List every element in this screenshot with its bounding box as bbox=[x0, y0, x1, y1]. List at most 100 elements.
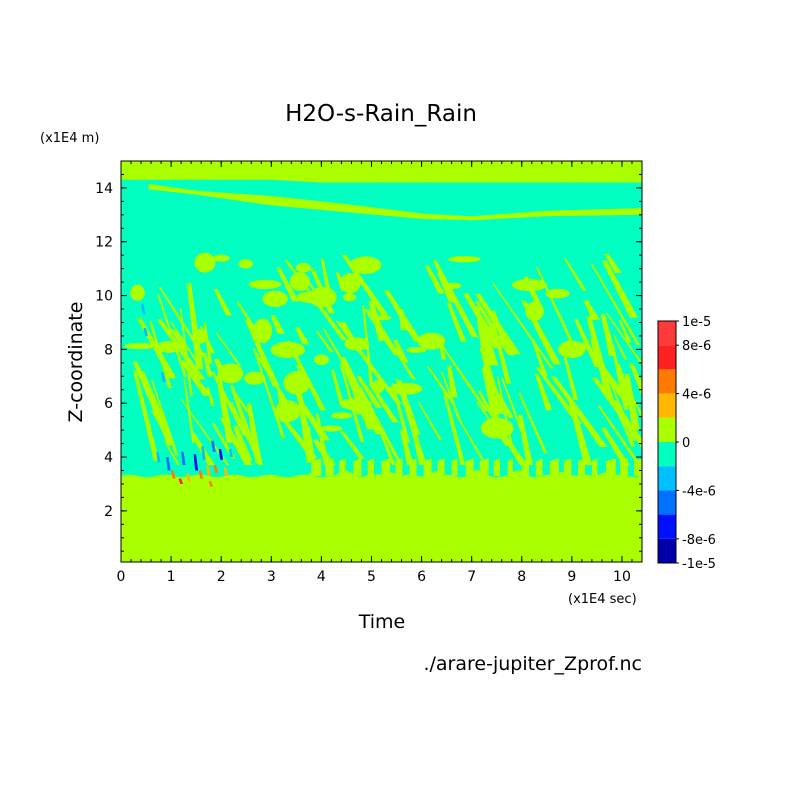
colorbar-band bbox=[658, 490, 676, 515]
blob bbox=[275, 400, 301, 422]
streak bbox=[551, 376, 608, 447]
blob bbox=[253, 318, 273, 343]
colorbar-band bbox=[658, 369, 676, 394]
extreme-patch bbox=[208, 481, 214, 487]
streak bbox=[312, 439, 336, 466]
streak bbox=[462, 293, 503, 349]
bump bbox=[451, 458, 458, 476]
streak bbox=[601, 260, 638, 318]
blob bbox=[349, 256, 382, 274]
extreme-patch bbox=[178, 478, 184, 484]
colorbar-tick-label: 1e-5 bbox=[682, 315, 711, 330]
colorbar-band bbox=[658, 442, 676, 467]
streak bbox=[442, 391, 466, 466]
blob bbox=[124, 342, 156, 350]
streak bbox=[150, 410, 171, 433]
streak bbox=[590, 338, 605, 365]
colorbar-band bbox=[658, 514, 676, 539]
streak bbox=[339, 430, 365, 459]
streak bbox=[563, 357, 579, 400]
streak bbox=[614, 400, 642, 446]
x-tick-label: 6 bbox=[417, 569, 426, 585]
x-tick-label: 3 bbox=[267, 569, 276, 585]
plot-area bbox=[121, 161, 642, 562]
streak bbox=[534, 374, 553, 411]
streak bbox=[482, 331, 499, 366]
streak bbox=[299, 404, 331, 441]
blob bbox=[194, 252, 216, 273]
colorbar-tick-label: -4e-6 bbox=[682, 484, 716, 499]
streak bbox=[247, 439, 264, 466]
colorbar-band bbox=[658, 538, 676, 563]
streak bbox=[563, 258, 587, 291]
streak bbox=[216, 375, 235, 443]
streak bbox=[441, 372, 462, 421]
bump bbox=[605, 458, 616, 476]
streak bbox=[475, 293, 521, 355]
streak bbox=[219, 417, 253, 466]
y-tick-label: 2 bbox=[104, 504, 113, 520]
streak bbox=[206, 387, 215, 406]
colorbar-tick-label: 4e-6 bbox=[682, 388, 711, 403]
streak bbox=[246, 403, 263, 464]
streak bbox=[368, 383, 399, 423]
x-tick-label: 4 bbox=[317, 569, 326, 585]
streak bbox=[615, 363, 638, 417]
bump bbox=[395, 458, 403, 476]
streak bbox=[611, 344, 629, 410]
blob bbox=[319, 425, 343, 432]
streak bbox=[294, 327, 310, 345]
streak bbox=[306, 426, 316, 463]
streak bbox=[371, 410, 396, 466]
bump bbox=[521, 458, 529, 476]
blob bbox=[244, 371, 266, 385]
streak bbox=[203, 352, 213, 377]
blob bbox=[371, 380, 385, 394]
region-upper-band bbox=[148, 183, 642, 221]
blob bbox=[130, 284, 145, 301]
y-tick-label: 8 bbox=[104, 342, 113, 358]
streak bbox=[518, 392, 548, 454]
blob bbox=[296, 291, 329, 304]
x-tick-label: 1 bbox=[167, 569, 176, 585]
extreme-patch bbox=[186, 473, 191, 482]
streak bbox=[612, 334, 628, 360]
bump bbox=[493, 458, 500, 476]
colorbar-tick-label: -8e-6 bbox=[682, 533, 716, 548]
extreme-patch bbox=[223, 467, 229, 476]
colorbar-tick-label: 8e-6 bbox=[682, 339, 711, 354]
streak bbox=[321, 258, 331, 291]
blob bbox=[156, 340, 180, 353]
blob bbox=[448, 255, 481, 263]
streak bbox=[244, 319, 280, 387]
streak bbox=[151, 379, 179, 456]
streak bbox=[393, 339, 409, 363]
streak bbox=[583, 300, 601, 320]
chart-title: H2O-s-Rain_Rain bbox=[285, 101, 477, 127]
extreme-patch bbox=[211, 440, 216, 452]
bump bbox=[311, 458, 322, 476]
y-axis-label: Z-coordinate bbox=[65, 302, 87, 423]
colorbar: 1e-5 8e-6 4e-6 0 -4e-6 -8e-6 -1e-5 bbox=[657, 315, 716, 572]
extreme-patch bbox=[193, 454, 199, 471]
streak bbox=[605, 313, 642, 366]
y-tick-label: 14 bbox=[95, 181, 113, 197]
streak bbox=[170, 321, 203, 370]
blob bbox=[343, 293, 356, 302]
blob bbox=[212, 254, 230, 262]
streak bbox=[179, 360, 212, 396]
streak bbox=[424, 265, 445, 294]
bump bbox=[507, 458, 513, 476]
streak bbox=[477, 391, 500, 424]
extreme-patch bbox=[228, 449, 234, 457]
blob bbox=[340, 272, 361, 294]
blob bbox=[238, 259, 254, 269]
streak bbox=[590, 263, 641, 346]
bump bbox=[563, 458, 572, 476]
streak bbox=[618, 320, 632, 343]
x-tick-label: 8 bbox=[517, 569, 526, 585]
streak bbox=[215, 332, 242, 366]
blob bbox=[511, 278, 547, 292]
source-file-label: ./arare-jupiter_Zprof.nc bbox=[423, 653, 642, 675]
blob bbox=[389, 382, 423, 395]
